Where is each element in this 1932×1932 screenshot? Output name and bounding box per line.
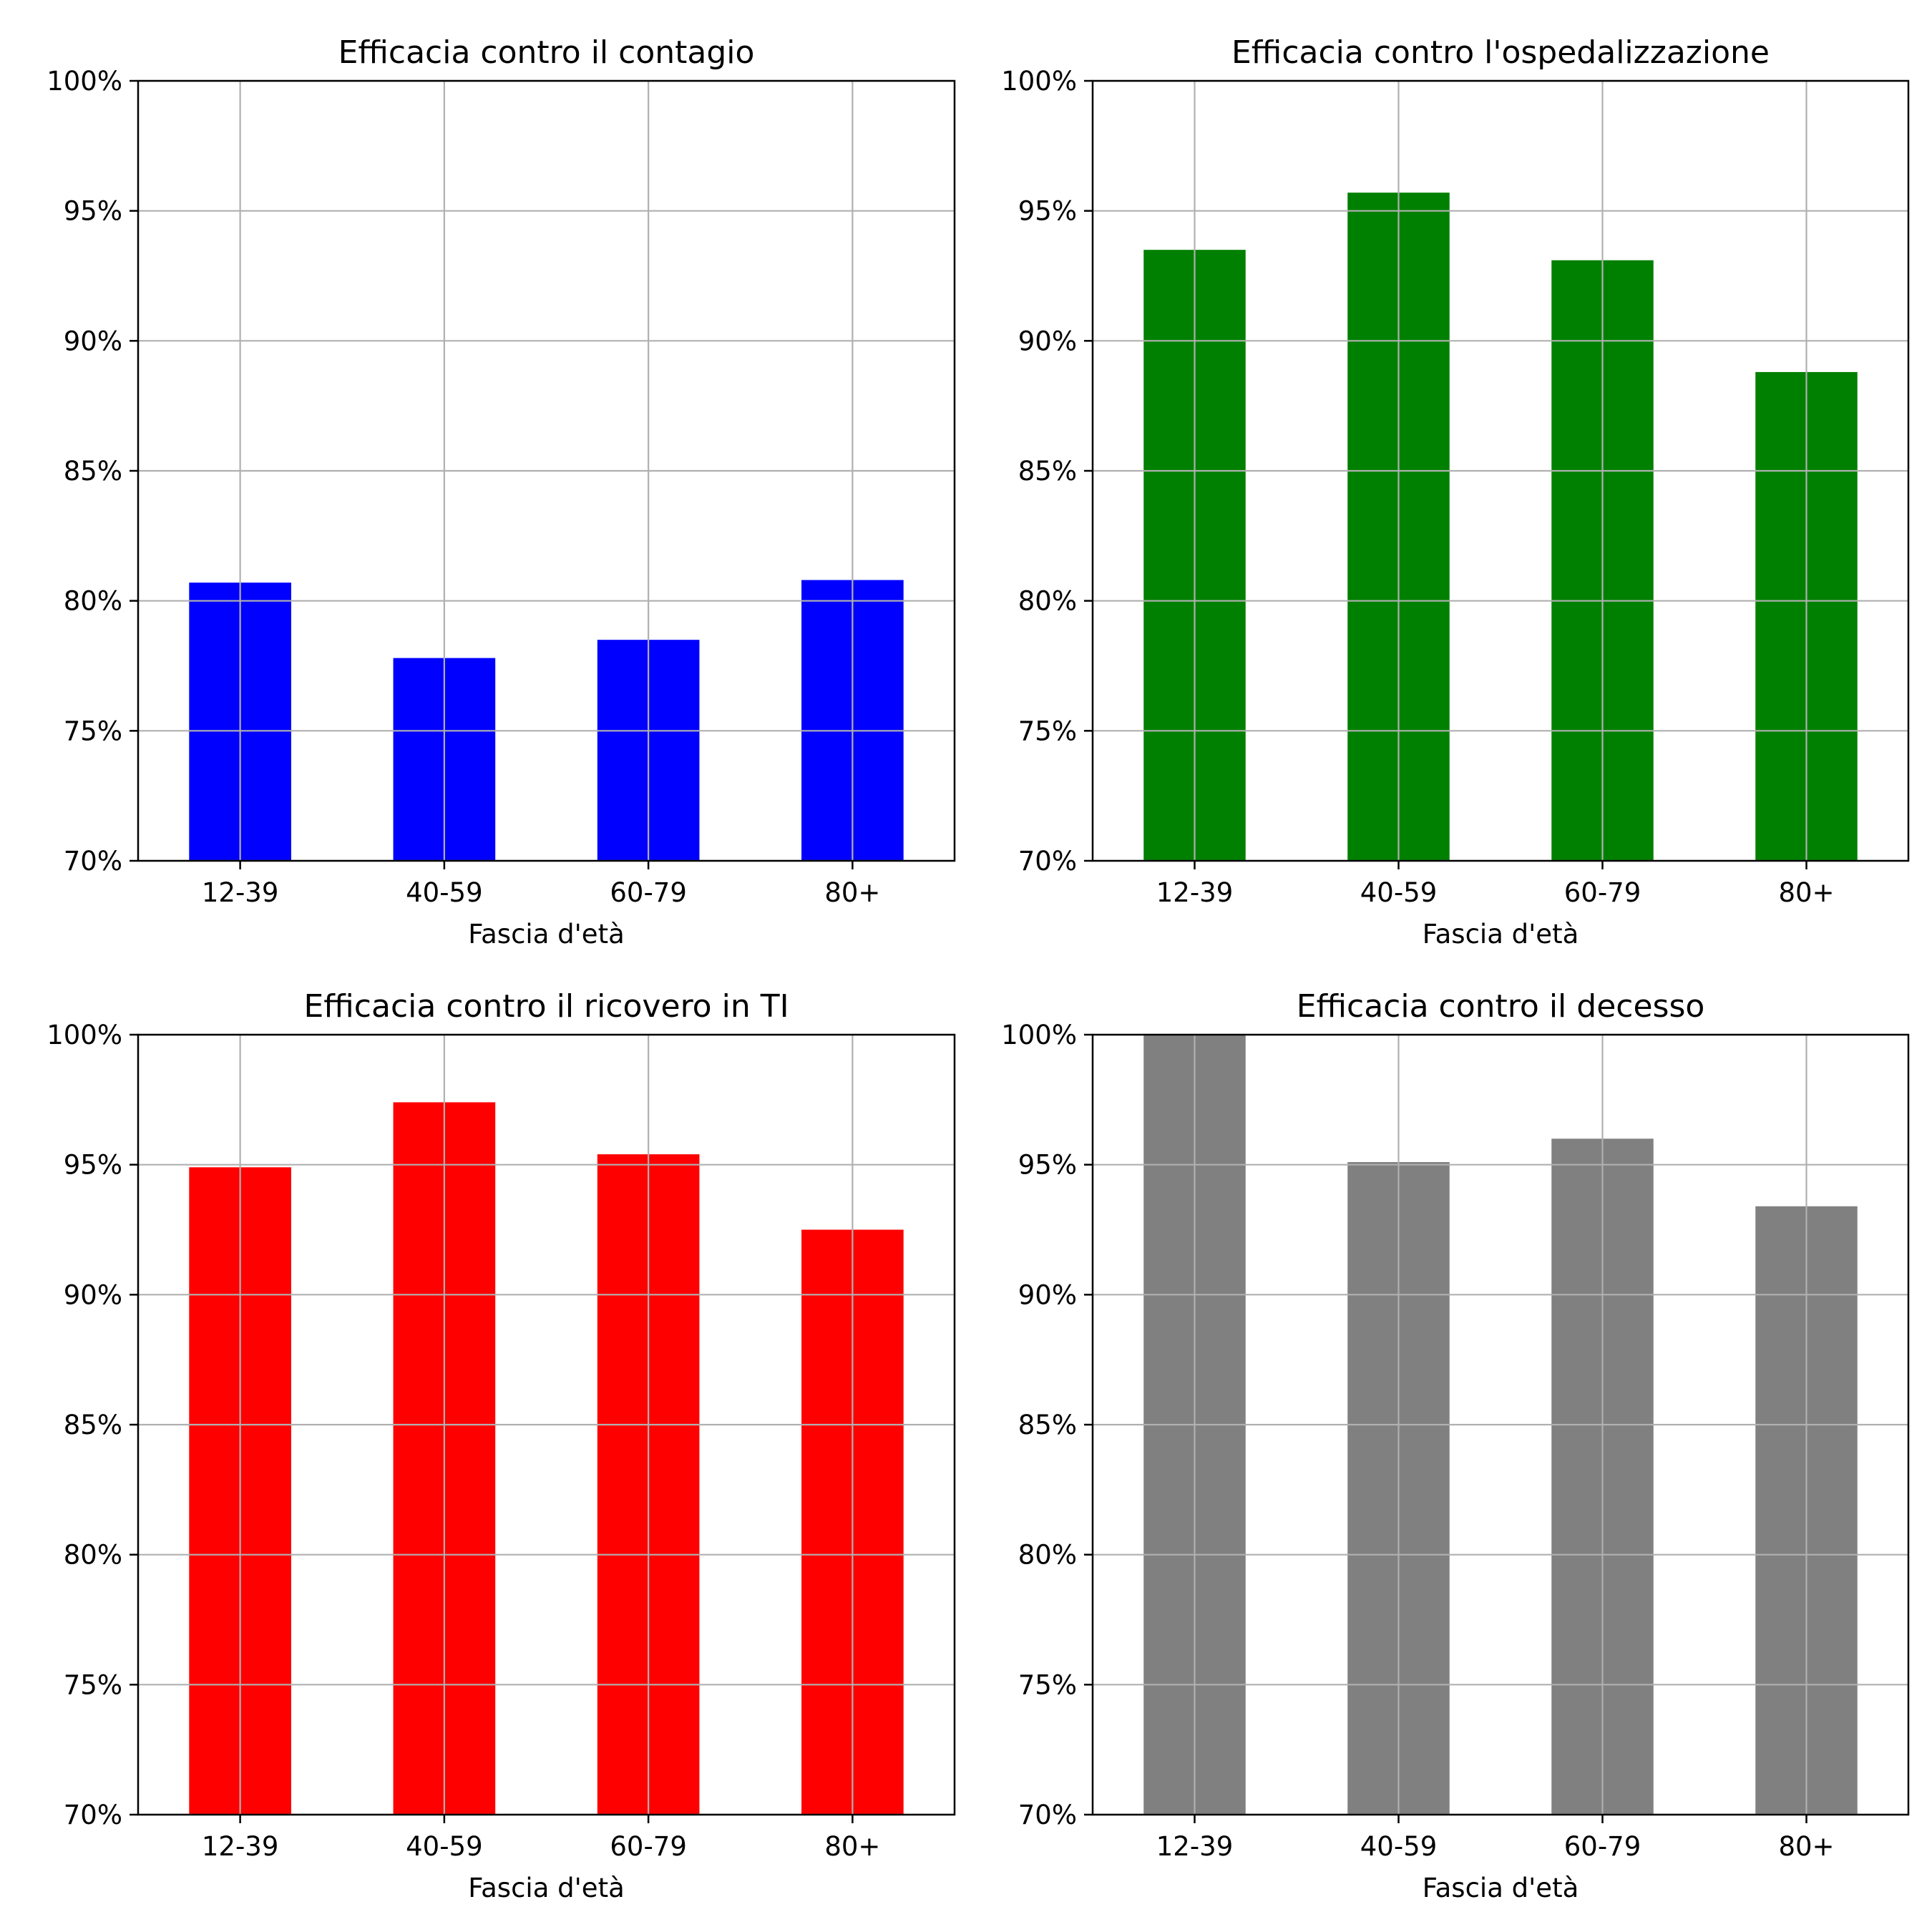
y-tick-label: 70% [1018, 1800, 1077, 1830]
x-tick-label: 80+ [1778, 877, 1834, 908]
y-tick-label: 95% [64, 1150, 122, 1181]
x-tick-label: 12-39 [202, 1831, 279, 1862]
x-tick-label: 12-39 [1156, 877, 1234, 908]
chart-title: Efficacia contro il contagio [338, 34, 755, 71]
chart-title: Efficacia contro l'ospedalizzazione [1231, 34, 1770, 71]
x-tick-label: 80+ [824, 877, 880, 908]
y-tick-label: 100% [47, 66, 122, 97]
y-tick-label: 70% [1018, 846, 1077, 877]
x-tick-label: 40-59 [406, 1831, 483, 1862]
x-tick-label: 60-79 [1564, 877, 1641, 908]
y-tick-label: 75% [64, 1669, 122, 1700]
x-tick-label: 60-79 [610, 1831, 687, 1862]
y-tick-label: 95% [64, 196, 122, 227]
x-tick-label: 12-39 [202, 877, 279, 908]
x-tick-label: 40-59 [1360, 1831, 1438, 1862]
x-axis-label: Fascia d'età [468, 919, 625, 950]
x-axis-label: Fascia d'età [468, 1873, 625, 1903]
y-tick-label: 100% [1001, 66, 1077, 97]
y-tick-label: 75% [64, 716, 122, 746]
chart-title: Efficacia contro il decesso [1297, 988, 1705, 1025]
y-tick-label: 85% [1018, 1410, 1077, 1440]
y-tick-label: 90% [1018, 1279, 1077, 1310]
x-tick-label: 40-59 [406, 877, 483, 908]
y-tick-label: 75% [1018, 1669, 1077, 1700]
x-axis-label: Fascia d'età [1423, 919, 1579, 950]
x-tick-label: 60-79 [610, 877, 687, 908]
y-tick-label: 80% [64, 586, 122, 617]
x-tick-label: 60-79 [1564, 1831, 1641, 1862]
y-tick-label: 80% [1018, 1540, 1077, 1571]
x-axis-label: Fascia d'età [1423, 1873, 1579, 1903]
y-tick-label: 95% [1018, 1150, 1077, 1181]
x-tick-label: 12-39 [1156, 1831, 1234, 1862]
chart-panel-2: 70% 75% 80% 85% 90% 95% 100% 12-39 40-59 60-79 80+… [1001, 34, 1910, 950]
y-tick-label: 70% [64, 1800, 122, 1830]
y-tick-label: 70% [64, 846, 122, 877]
y-tick-label: 85% [64, 456, 122, 487]
chart-panel-4: 70% 75% 80% 85% 90% 95% 100% 12-39 40-59 60-79 80+… [1001, 988, 1910, 1903]
y-tick-label: 85% [1018, 456, 1077, 487]
x-tick-label: 80+ [1778, 1831, 1834, 1862]
y-tick-label: 95% [1018, 196, 1077, 227]
y-tick-label: 100% [47, 1020, 122, 1050]
y-tick-label: 80% [64, 1540, 122, 1571]
y-tick-label: 90% [64, 326, 122, 356]
x-tick-label: 80+ [824, 1831, 880, 1862]
y-tick-label: 75% [1018, 716, 1077, 746]
x-tick-label: 40-59 [1360, 877, 1438, 908]
y-tick-label: 85% [64, 1410, 122, 1440]
y-tick-label: 80% [1018, 586, 1077, 617]
y-tick-label: 90% [1018, 326, 1077, 356]
chart-panel-3: 70% 75% 80% 85% 90% 95% 100% 12-39 40-59 60-79 80+… [47, 988, 956, 1903]
y-tick-label: 100% [1001, 1020, 1077, 1050]
chart-title: Efficacia contro il ricovero in TI [303, 988, 789, 1025]
chart-panel-1: 70% 75% 80% 85% 90% 95% 100% 12-39 40-59 60-79 80+… [47, 34, 956, 950]
y-tick-label: 90% [64, 1279, 122, 1310]
